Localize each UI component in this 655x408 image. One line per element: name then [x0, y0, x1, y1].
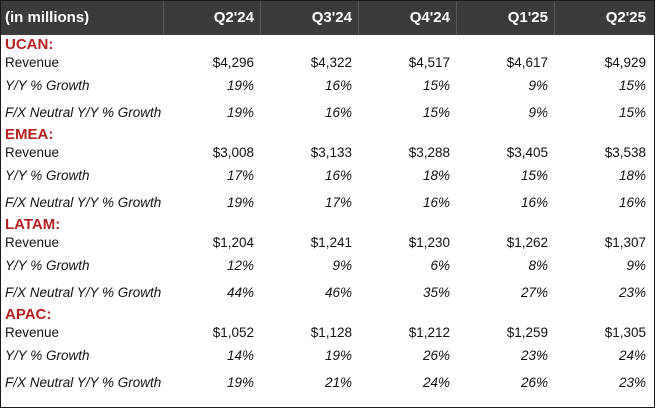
cell-value: 16% — [520, 195, 548, 210]
row-label: Y/Y % Growth — [5, 78, 90, 93]
cell-value: $1,241 — [310, 234, 352, 250]
cell-value: 26% — [520, 375, 548, 390]
cell-value: 6% — [430, 258, 450, 273]
cell-value: 26% — [422, 348, 450, 363]
cell-value: $4,929 — [604, 54, 646, 70]
cell-value: $3,538 — [604, 144, 646, 160]
row-label: Revenue — [5, 324, 60, 340]
cell-value: 9% — [528, 105, 548, 120]
cell-value: $1,204 — [212, 234, 254, 250]
region-heading-emea: EMEA: — [5, 126, 54, 143]
table-row-fx-neutral-growth: F/X Neutral Y/Y % Growth 19% 21% 24% 26%… — [1, 369, 654, 396]
cell-value: $1,128 — [310, 324, 352, 340]
cell-value: 46% — [324, 285, 352, 300]
cell-value: $4,517 — [408, 54, 450, 70]
table-row-revenue: Revenue $4,296 $4,322 $4,517 $4,617 $4,9… — [1, 52, 654, 72]
row-label: Revenue — [5, 234, 60, 250]
cell-value: 23% — [618, 375, 646, 390]
cell-value: 24% — [618, 348, 646, 363]
table-header: (in millions) Q2'24 Q3'24 Q4'24 Q1'25 Q2… — [1, 1, 654, 35]
cell-value: $1,230 — [408, 234, 450, 250]
cell-value: $3,288 — [408, 144, 450, 160]
table-row-yy-growth: Y/Y % Growth 12% 9% 6% 8% 9% — [1, 252, 654, 279]
table-row-fx-neutral-growth: F/X Neutral Y/Y % Growth 19% 17% 16% 16%… — [1, 189, 654, 216]
region-heading-apac: APAC: — [5, 306, 52, 323]
cell-value: 9% — [626, 258, 646, 273]
table-row-revenue: Revenue $1,052 $1,128 $1,212 $1,259 $1,3… — [1, 322, 654, 342]
cell-value: 14% — [226, 348, 254, 363]
cell-value: 24% — [422, 375, 450, 390]
cell-value: 16% — [422, 195, 450, 210]
region-heading-latam: LATAM: — [5, 216, 61, 233]
cell-value: $1,262 — [506, 234, 548, 250]
cell-value: $1,305 — [604, 324, 646, 340]
header-period: Q2'24 — [163, 1, 260, 35]
table-row-revenue: Revenue $1,204 $1,241 $1,230 $1,262 $1,3… — [1, 232, 654, 252]
cell-value: $3,405 — [506, 144, 548, 160]
cell-value: 23% — [618, 285, 646, 300]
cell-value: 19% — [226, 375, 254, 390]
cell-value: 17% — [324, 195, 352, 210]
row-label: Revenue — [5, 144, 60, 160]
cell-value: $1,259 — [506, 324, 548, 340]
table-row-yy-growth: Y/Y % Growth 14% 19% 26% 23% 24% — [1, 342, 654, 369]
cell-value: $4,322 — [310, 54, 352, 70]
row-label: Revenue — [5, 54, 60, 70]
cell-value: $3,133 — [310, 144, 352, 160]
cell-value: $4,296 — [212, 54, 254, 70]
cell-value: $1,212 — [408, 324, 450, 340]
cell-value: 15% — [422, 105, 450, 120]
cell-value: 19% — [226, 105, 254, 120]
cell-value: $3,008 — [212, 144, 254, 160]
cell-value: $1,052 — [212, 324, 254, 340]
cell-value: 19% — [226, 195, 254, 210]
table-row-fx-neutral-growth: F/X Neutral Y/Y % Growth 44% 46% 35% 27%… — [1, 279, 654, 306]
cell-value: 15% — [618, 105, 646, 120]
cell-value: $1,307 — [604, 234, 646, 250]
cell-value: 27% — [520, 285, 548, 300]
cell-value: 12% — [226, 258, 254, 273]
cell-value: 15% — [618, 78, 646, 93]
table-row-fx-neutral-growth: F/X Neutral Y/Y % Growth 19% 16% 15% 9% … — [1, 99, 654, 126]
row-label: Y/Y % Growth — [5, 348, 90, 363]
row-label: F/X Neutral Y/Y % Growth — [5, 195, 162, 210]
cell-value: 35% — [422, 285, 450, 300]
cell-value: 16% — [324, 78, 352, 93]
cell-value: 19% — [324, 348, 352, 363]
cell-value: 18% — [422, 168, 450, 183]
cell-value: 9% — [528, 78, 548, 93]
row-label: Y/Y % Growth — [5, 258, 90, 273]
region-heading-ucan: UCAN: — [5, 36, 54, 53]
header-period: Q1'25 — [456, 1, 554, 35]
cell-value: 16% — [324, 105, 352, 120]
cell-value: 9% — [332, 258, 352, 273]
header-units-label: (in millions) — [5, 9, 90, 26]
cell-value: 18% — [618, 168, 646, 183]
cell-value: 44% — [226, 285, 254, 300]
cell-value: 17% — [226, 168, 254, 183]
table-row-yy-growth: Y/Y % Growth 19% 16% 15% 9% 15% — [1, 72, 654, 99]
cell-value: 21% — [324, 375, 352, 390]
row-label: Y/Y % Growth — [5, 168, 90, 183]
row-label: F/X Neutral Y/Y % Growth — [5, 105, 162, 120]
table-row-revenue: Revenue $3,008 $3,133 $3,288 $3,405 $3,5… — [1, 142, 654, 162]
cell-value: 16% — [324, 168, 352, 183]
row-label: F/X Neutral Y/Y % Growth — [5, 375, 162, 390]
header-period: Q4'24 — [358, 1, 456, 35]
header-period: Q3'24 — [260, 1, 358, 35]
cell-value: 23% — [520, 348, 548, 363]
cell-value: 19% — [226, 78, 254, 93]
cell-value: 15% — [520, 168, 548, 183]
table-body: UCAN: Revenue $4,296 $4,322 $4,517 $4,61… — [1, 35, 654, 396]
cell-value: 8% — [528, 258, 548, 273]
cell-value: 16% — [618, 195, 646, 210]
cell-value: $4,617 — [506, 54, 548, 70]
row-label: F/X Neutral Y/Y % Growth — [5, 285, 162, 300]
table-row-yy-growth: Y/Y % Growth 17% 16% 18% 15% 18% — [1, 162, 654, 189]
header-period: Q2'25 — [554, 1, 652, 35]
cell-value: 15% — [422, 78, 450, 93]
